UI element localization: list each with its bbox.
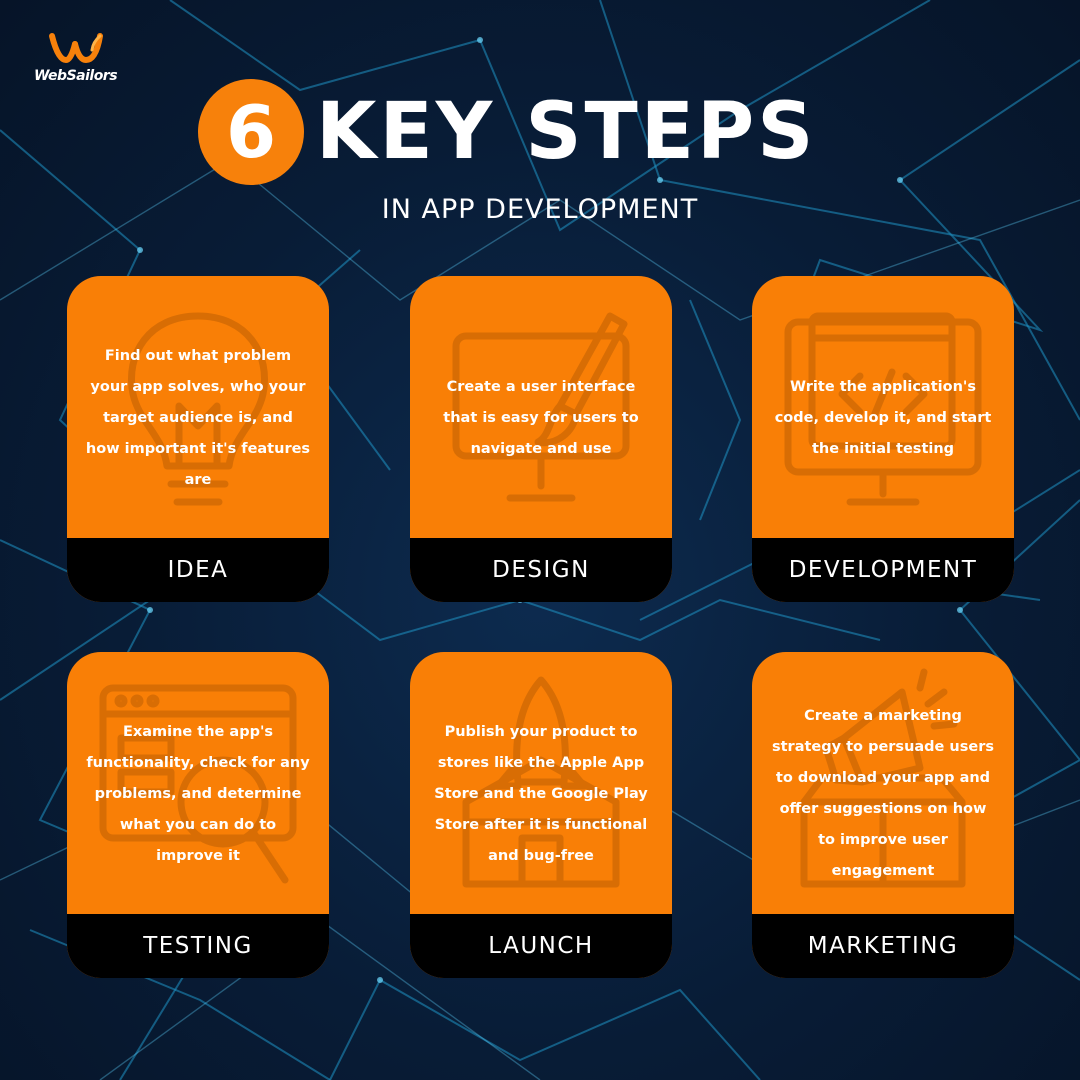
step-label-marketing: MARKETING: [752, 914, 1014, 978]
step-card-testing: Examine the app's functionality, check f…: [67, 652, 329, 978]
step-card-marketing: Create a marketing strategy to persuade …: [752, 652, 1014, 978]
rocket-icon: [462, 676, 620, 888]
step-card-launch: Publish your product to stores like the …: [410, 652, 672, 978]
step-description: Create a user interface that is easy for…: [443, 378, 639, 457]
brand-name: WebSailors: [34, 68, 118, 84]
step-description: Find out what problem your app solves, w…: [85, 347, 311, 488]
step-label-launch: LAUNCH: [410, 914, 672, 978]
title-text: KEY STEPS: [316, 87, 817, 177]
code-monitor-icon: [784, 312, 982, 506]
step-label-development: DEVELOPMENT: [752, 538, 1014, 602]
megaphone-icon: [800, 668, 966, 888]
page-subtitle: IN APP DEVELOPMENT: [381, 194, 699, 225]
page-title: 6 KEY STEPS: [198, 79, 817, 185]
step-description: Write the application's code, develop it…: [774, 378, 992, 457]
step-card-idea: Find out what problem your app solves, w…: [67, 276, 329, 602]
step-label-design: DESIGN: [410, 538, 672, 602]
step-card-design: Create a user interface that is easy for…: [410, 276, 672, 602]
lightbulb-icon: [128, 312, 268, 506]
step-label-idea: IDEA: [67, 538, 329, 602]
step-count-badge: 6: [198, 79, 304, 185]
step-card-development: Write the application's code, develop it…: [752, 276, 1014, 602]
websailors-logo: WebSailors: [34, 30, 134, 84]
step-label-testing: TESTING: [67, 914, 329, 978]
step-description: Examine the app's functionality, check f…: [86, 723, 310, 864]
step-description: Create a marketing strategy to persuade …: [771, 708, 995, 879]
step-description: Publish your product to stores like the …: [434, 723, 648, 864]
design-brush-icon: [452, 312, 630, 502]
ws-logo-icon: [49, 33, 103, 64]
testing-magnifier-icon: [99, 684, 297, 884]
